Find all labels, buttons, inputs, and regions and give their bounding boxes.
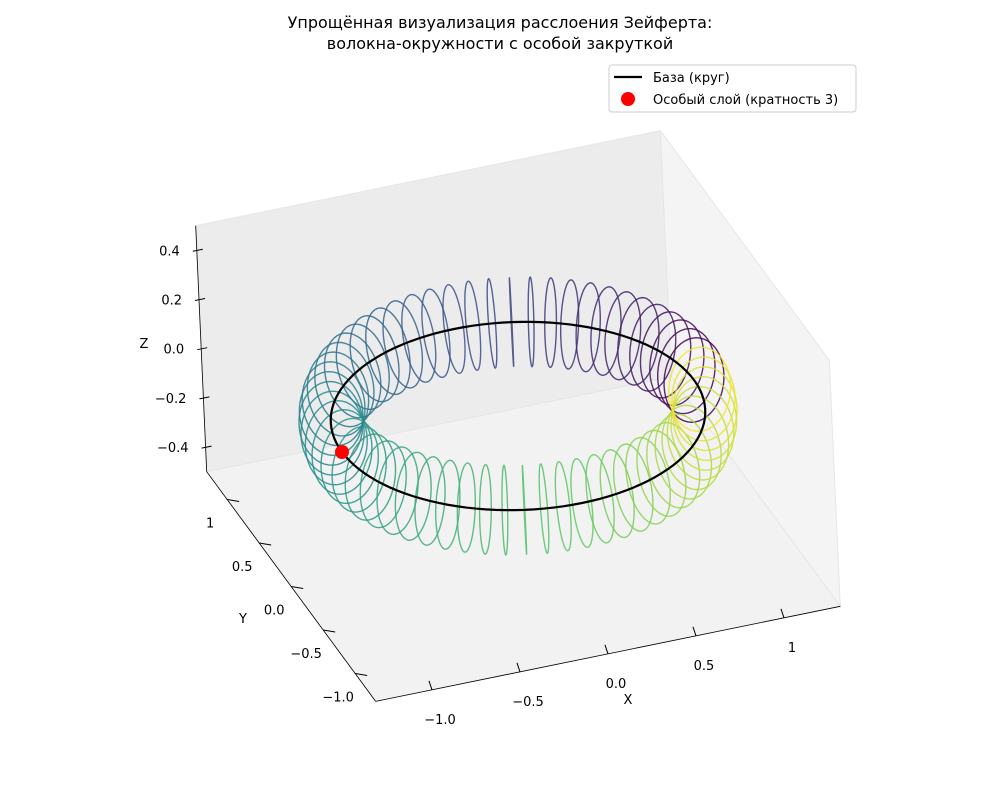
fiber xyxy=(382,300,424,389)
x-tick-label: 0.0 xyxy=(606,677,627,692)
fiber xyxy=(585,454,615,544)
fiber xyxy=(657,327,716,415)
fiber xyxy=(612,443,654,532)
fiber xyxy=(575,282,601,373)
z-tick xyxy=(201,445,212,449)
fiber xyxy=(306,351,370,437)
z-tick-label: 0.0 xyxy=(164,343,185,358)
z-tick xyxy=(192,248,203,252)
legend-box xyxy=(608,64,857,113)
fiber xyxy=(478,463,492,555)
y-tick-label: −1.0 xyxy=(322,691,354,706)
fiber xyxy=(349,315,400,403)
fiber xyxy=(323,332,382,419)
fiber xyxy=(394,451,432,541)
z-tick-label: −0.2 xyxy=(155,392,187,407)
fiber xyxy=(636,429,687,517)
fiber xyxy=(311,409,373,495)
fiber xyxy=(560,279,580,370)
z-tick-label: −0.4 xyxy=(157,441,189,456)
x-tick-label: −1.0 xyxy=(424,713,456,728)
fiber xyxy=(639,311,692,399)
fiber xyxy=(521,464,528,555)
y-tick xyxy=(355,673,368,677)
z-tick xyxy=(194,297,206,301)
fiber xyxy=(401,293,437,383)
fiber xyxy=(538,463,550,555)
y-tick-label: 1 xyxy=(206,517,214,532)
fiber xyxy=(301,361,366,447)
fiber xyxy=(486,277,498,369)
x-tick xyxy=(780,608,785,618)
y-tick xyxy=(259,542,272,546)
fiber xyxy=(464,280,482,371)
fiber xyxy=(435,459,461,550)
z-tick-label: 0.4 xyxy=(159,244,180,259)
y-tick xyxy=(291,586,304,590)
fiber xyxy=(599,449,635,539)
fiber xyxy=(421,288,451,378)
y-axis-label: Y xyxy=(238,612,247,627)
z-axis-label: Z xyxy=(140,337,149,352)
y-tick xyxy=(323,629,336,633)
legend-swatch xyxy=(621,92,635,106)
fiber xyxy=(654,413,713,500)
fiber xyxy=(672,375,738,462)
fiber xyxy=(501,464,509,556)
legend-label: Особый слой (кратность 3) xyxy=(653,93,838,108)
fiber xyxy=(359,440,407,529)
fiber xyxy=(414,456,446,546)
x-axis-label: X xyxy=(624,693,633,708)
y-tick-label: 0.5 xyxy=(232,560,253,575)
fiber xyxy=(544,277,558,369)
x-tick xyxy=(428,680,433,690)
x-tick-label: 0.5 xyxy=(694,659,715,674)
y-tick-label: −0.5 xyxy=(290,647,322,662)
fiber xyxy=(625,436,671,525)
chart-title: Упрощённая визуализация расслоения Зейфе… xyxy=(288,13,713,53)
x-tick-label: −0.5 xyxy=(512,695,544,710)
fiber xyxy=(554,461,572,552)
z-tick xyxy=(197,347,208,351)
singular-point xyxy=(335,445,349,459)
x-tick xyxy=(692,626,697,636)
fiber xyxy=(629,303,677,392)
fiber xyxy=(590,286,622,376)
fiber xyxy=(508,277,515,368)
z-tick-label: 0.2 xyxy=(161,293,182,308)
fiber xyxy=(300,390,365,476)
fiber xyxy=(376,446,419,536)
fiber xyxy=(604,291,642,381)
y-tick-label: 0.0 xyxy=(264,604,285,619)
y-tick xyxy=(227,499,240,503)
fiber xyxy=(320,417,379,505)
x-tick-label: 1 xyxy=(788,641,796,656)
fiber xyxy=(666,395,730,481)
x-tick xyxy=(516,662,521,672)
fiber xyxy=(668,346,732,433)
fiber xyxy=(670,385,735,471)
fiber xyxy=(365,307,411,396)
fiber xyxy=(617,296,660,386)
fiber xyxy=(456,462,476,553)
legend: База (круг) Особый слой (кратность 3) xyxy=(608,64,857,113)
x-tick xyxy=(604,644,609,654)
fiber xyxy=(344,433,397,521)
fiber xyxy=(663,337,725,423)
fiber xyxy=(671,356,736,442)
z-tick xyxy=(199,396,210,400)
fiber xyxy=(527,276,535,368)
fiber xyxy=(298,370,364,457)
legend-label: База (круг) xyxy=(653,71,730,86)
